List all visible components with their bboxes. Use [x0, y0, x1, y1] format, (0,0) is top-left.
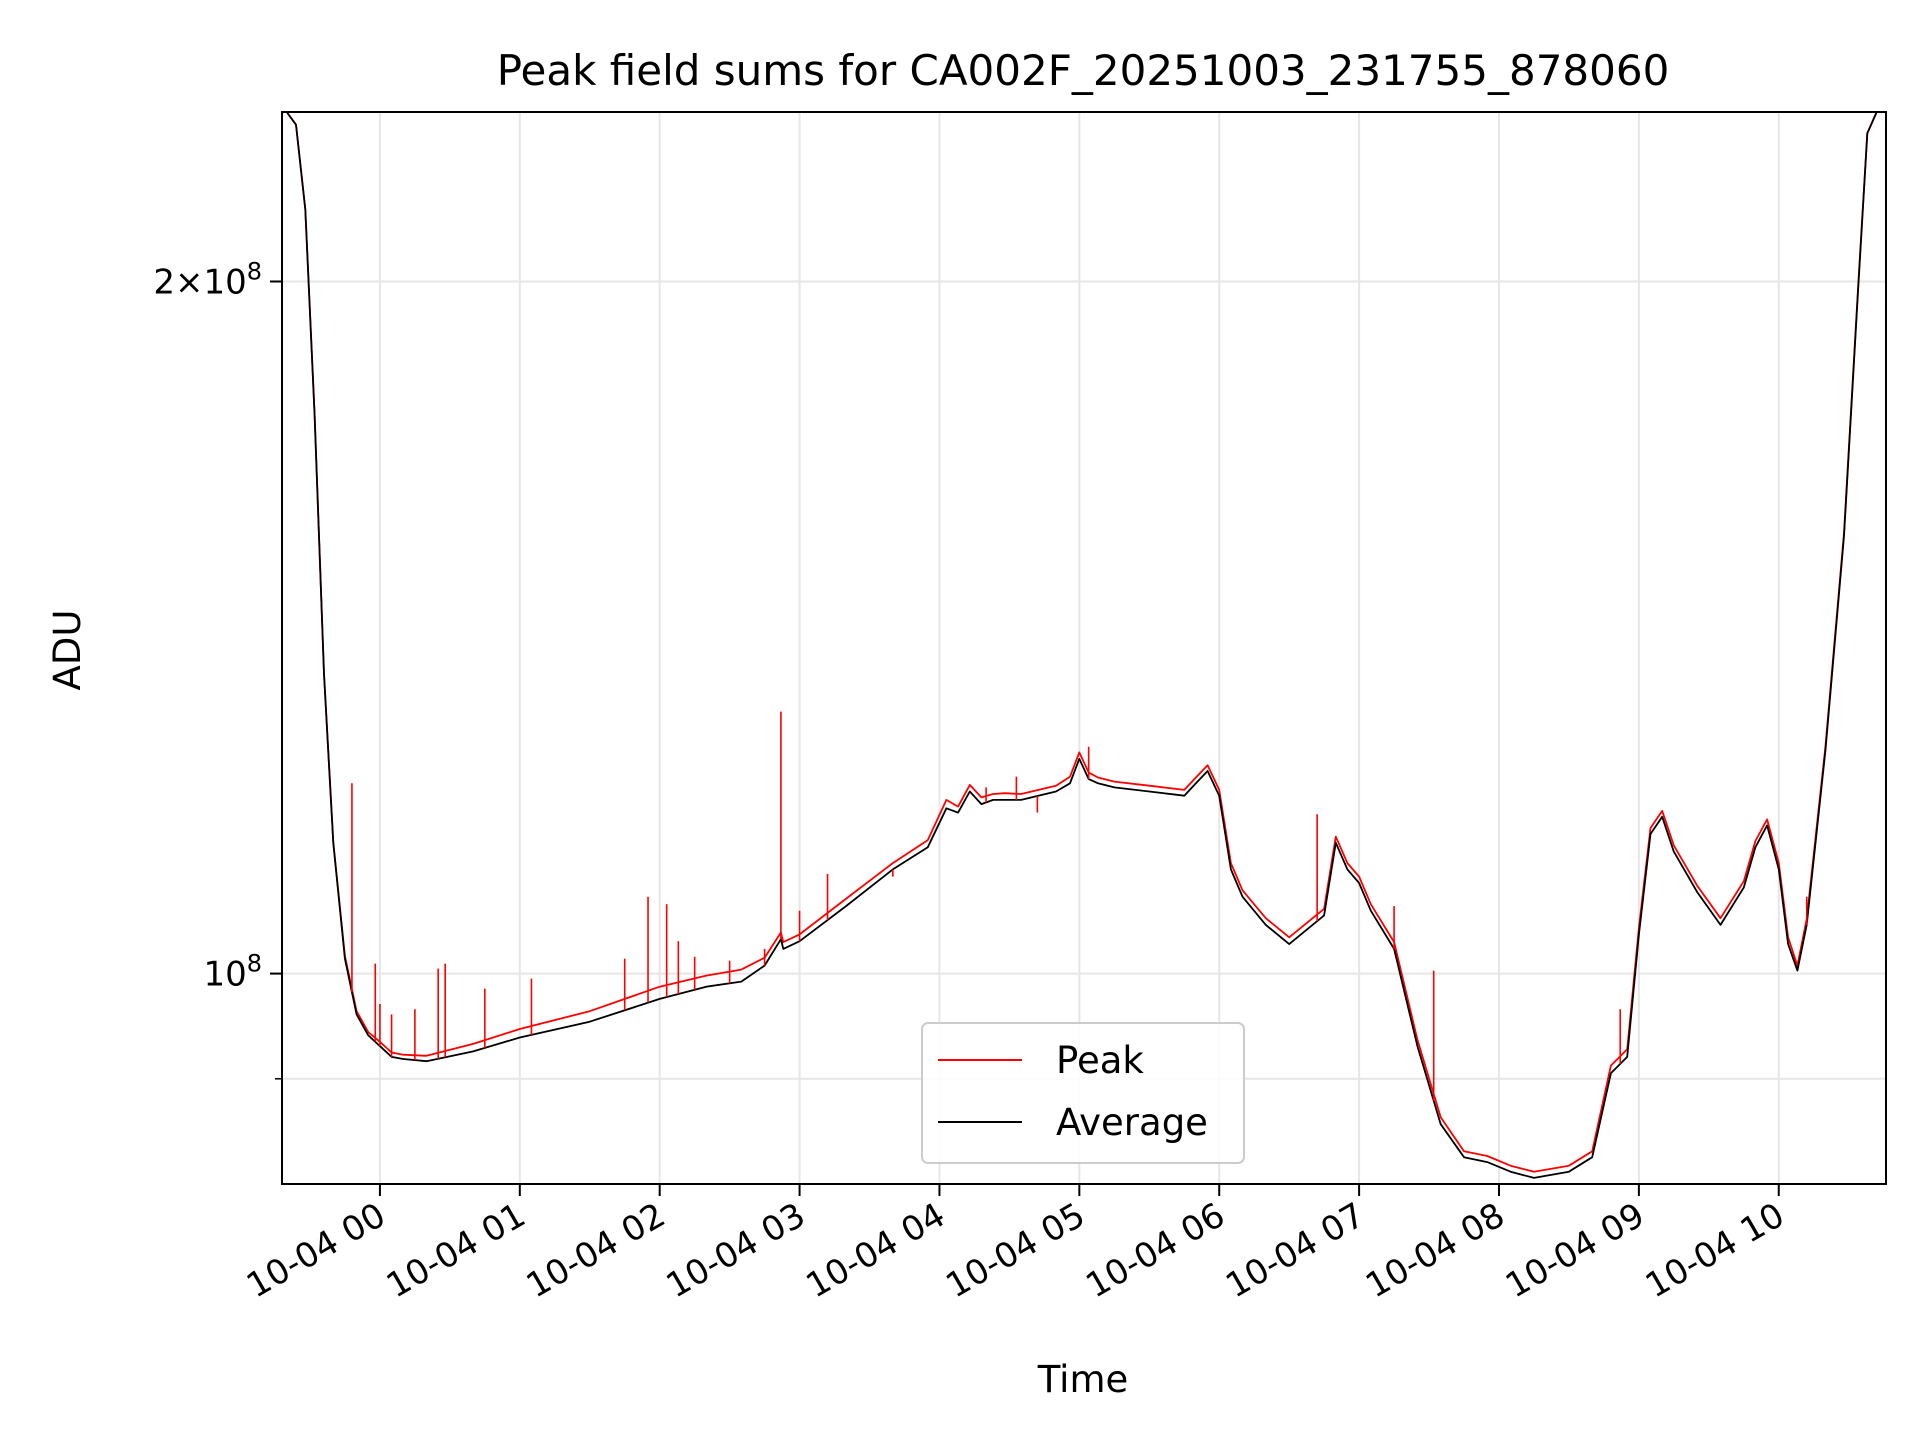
axes-border	[281, 111, 1887, 1185]
series-line-average	[285, 111, 1878, 1179]
chart-title: Peak field sums for CA002F_20251003_2317…	[497, 46, 1670, 95]
legend-label-peak: Peak	[1056, 1039, 1144, 1082]
plot-area	[282, 112, 1886, 1184]
series-line-peak	[285, 111, 1878, 1173]
y-tick-exponent: 8	[247, 950, 262, 978]
legend: Peak Average	[921, 1022, 1245, 1164]
y-tick-label: 2×108	[153, 257, 262, 302]
legend-box	[921, 1022, 1245, 1164]
axes-frame	[281, 111, 1887, 1185]
y-tick-exponent: 8	[247, 257, 262, 285]
x-axis-label: Time	[1037, 1358, 1129, 1401]
y-axis-label: ADU	[46, 610, 89, 691]
legend-label-average: Average	[1056, 1101, 1208, 1144]
grid-lines	[282, 112, 1886, 1184]
series-layer	[285, 111, 1878, 1179]
plot-background	[282, 112, 1886, 1184]
